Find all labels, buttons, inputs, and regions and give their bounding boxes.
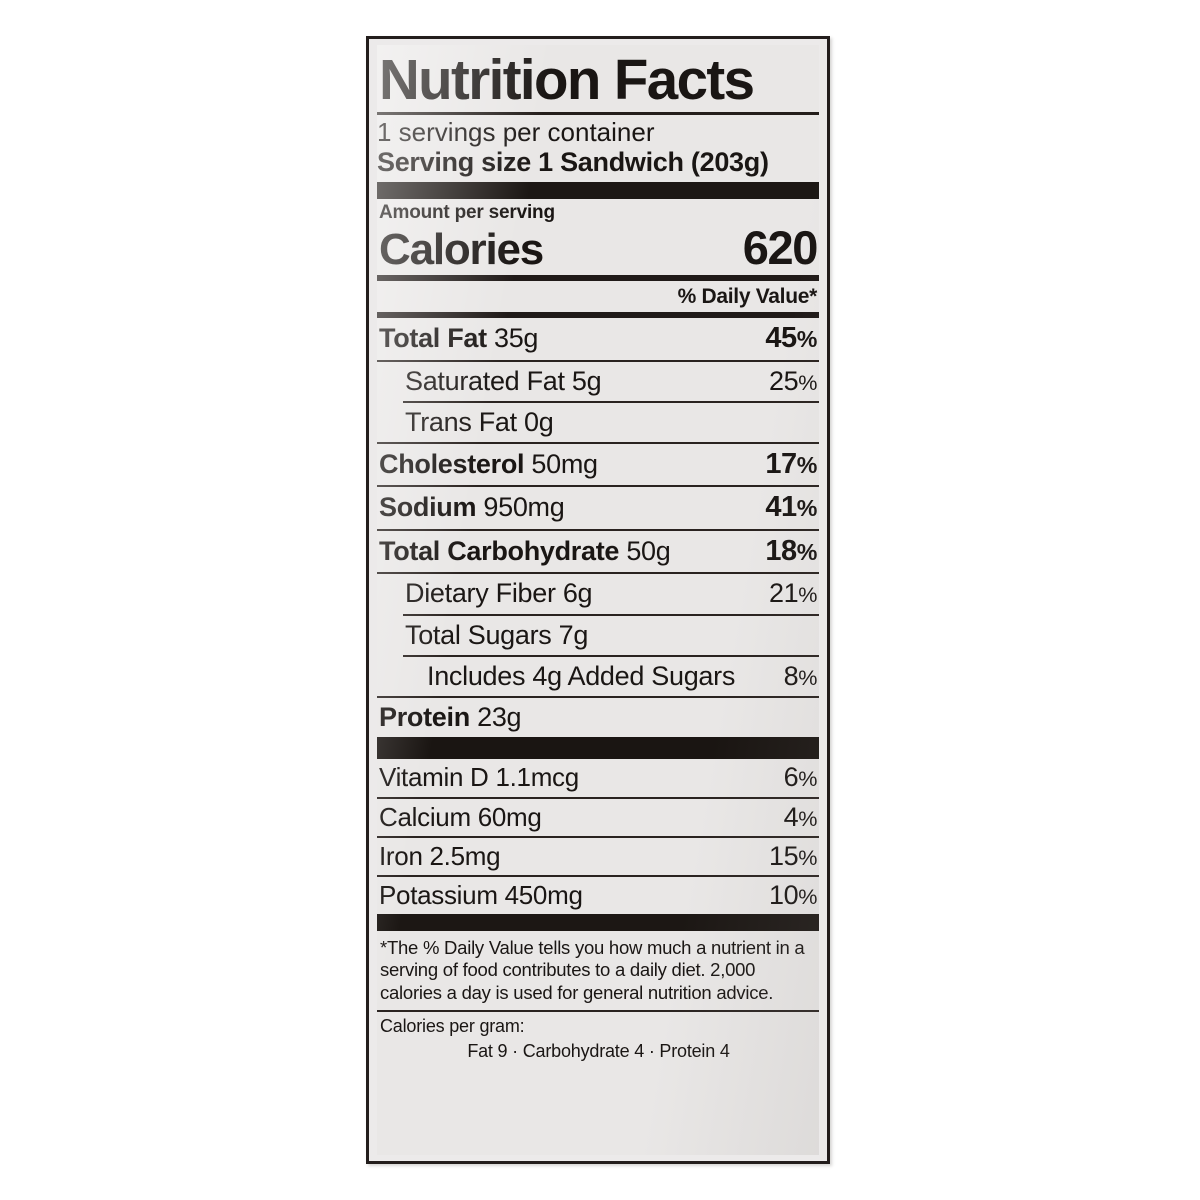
nutrient-daily-value: 21% xyxy=(768,578,817,609)
nutrition-facts-title: Nutrition Facts xyxy=(378,48,755,112)
nutrient-daily-value: 45% xyxy=(765,322,817,355)
calories-label: Calories xyxy=(379,225,544,275)
calories-per-gram-values: Fat 9 · Carbohydrate 4 · Protein 4 xyxy=(467,1040,730,1061)
vitamin-row: Vitamin D 1.1mcg 6% xyxy=(377,759,819,796)
divider-before-calories-per-gram xyxy=(377,1009,819,1012)
divider-nutrient-row xyxy=(377,359,819,362)
vitamin-list: Vitamin D 1.1mcg 6% Calcium 60mg 4% Iron 2.5… xyxy=(377,759,819,914)
nutrition-facts-label-inner: Nutrition Facts 1 servings per container… xyxy=(377,45,819,1155)
nutrient-row: Saturated Fat 5g 25% xyxy=(403,362,819,401)
vitamin-row: Calcium 60mg 4% xyxy=(377,799,819,836)
divider-under-title xyxy=(377,111,819,115)
divider-thick-top xyxy=(377,182,819,200)
divider-under-dv-header xyxy=(377,312,819,319)
nutrient-daily-value: 17% xyxy=(765,448,817,481)
nutrient-name: Trans Fat 0g xyxy=(405,406,554,437)
divider-nutrient-row xyxy=(377,528,819,531)
nutrient-row: Protein 23g xyxy=(377,698,819,737)
nutrient-name: Dietary Fiber 6g xyxy=(405,578,593,609)
nutrient-row: Total Fat 35g 45% xyxy=(377,318,819,359)
divider-nutrient-row xyxy=(403,613,819,616)
divider-vitamin-row xyxy=(377,875,819,878)
nutrient-row: Includes 4g Added Sugars 8% xyxy=(425,657,819,696)
nutrient-daily-value: 18% xyxy=(765,534,817,567)
nutrient-name: Cholesterol 50mg xyxy=(379,449,598,480)
nutrient-name: Sodium 950mg xyxy=(379,492,565,523)
daily-value-footnote: *The % Daily Value tells you how much a … xyxy=(380,937,805,1003)
vitamin-daily-value: 15% xyxy=(768,840,817,871)
nutrient-list: Total Fat 35g 45% Saturated Fat 5g 25% Trans… xyxy=(377,318,819,737)
vitamin-name: Iron 2.5mg xyxy=(379,840,501,871)
nutrient-row: Trans Fat 0g xyxy=(403,403,819,442)
vitamin-daily-value: 4% xyxy=(783,801,818,832)
divider-under-calories xyxy=(377,275,819,282)
nutrient-row: Cholesterol 50mg 17% xyxy=(377,444,819,485)
divider-nutrient-row xyxy=(377,696,819,699)
vitamin-daily-value: 10% xyxy=(768,880,817,911)
vitamin-name: Vitamin D 1.1mcg xyxy=(379,762,579,793)
amount-per-serving-label: Amount per serving xyxy=(379,202,555,224)
vitamin-row: Potassium 450mg 10% xyxy=(377,877,819,914)
divider-vitamin-row xyxy=(377,835,819,838)
divider-nutrient-row xyxy=(403,654,819,657)
nutrient-row: Total Sugars 7g xyxy=(403,616,819,655)
divider-thick-before-footnote xyxy=(377,914,819,932)
serving-size: Serving size 1 Sandwich (203g) xyxy=(377,146,769,177)
divider-vitamin-row xyxy=(377,796,819,799)
nutrient-name: Saturated Fat 5g xyxy=(405,365,602,396)
divider-bar-before-vitamins xyxy=(377,737,819,760)
servings-per-container: 1 servings per container xyxy=(377,116,655,147)
vitamin-row: Iron 2.5mg 15% xyxy=(377,838,819,875)
vitamin-name: Calcium 60mg xyxy=(379,801,542,832)
nutrient-name: Total Sugars 7g xyxy=(405,619,589,650)
divider-nutrient-row xyxy=(403,400,819,403)
nutrient-name: Protein 23g xyxy=(379,702,522,733)
nutrient-name: Includes 4g Added Sugars xyxy=(427,660,736,691)
nutrient-row: Total Carbohydrate 50g 18% xyxy=(377,531,819,572)
nutrient-daily-value: 25% xyxy=(768,365,817,396)
divider-nutrient-row xyxy=(377,485,819,488)
calories-value: 620 xyxy=(742,221,819,275)
nutrient-name: Total Carbohydrate 50g xyxy=(379,535,671,566)
calories-per-gram-title: Calories per gram: xyxy=(380,1015,525,1036)
vitamin-daily-value: 6% xyxy=(783,762,818,793)
divider-nutrient-row xyxy=(377,442,819,445)
nutrient-row: Dietary Fiber 6g 21% xyxy=(403,574,819,613)
nutrition-facts-label: Nutrition Facts 1 servings per container… xyxy=(366,36,830,1164)
nutrient-daily-value: 41% xyxy=(765,491,817,524)
vitamin-name: Potassium 450mg xyxy=(379,880,583,911)
divider-nutrient-row xyxy=(377,572,819,575)
nutrient-daily-value: 8% xyxy=(783,660,818,691)
nutrient-row: Sodium 950mg 41% xyxy=(377,487,819,528)
nutrient-name: Total Fat 35g xyxy=(379,323,539,354)
daily-value-header: % Daily Value* xyxy=(677,285,818,309)
calories-row: Calories 620 xyxy=(377,224,819,275)
